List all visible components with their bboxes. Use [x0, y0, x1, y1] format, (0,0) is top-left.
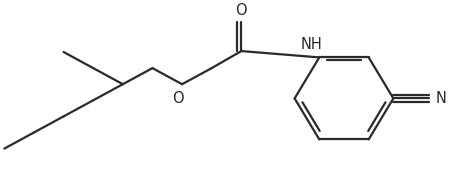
Text: NH: NH	[300, 37, 322, 52]
Text: O: O	[235, 3, 247, 18]
Text: O: O	[172, 91, 184, 106]
Text: N: N	[436, 91, 446, 106]
